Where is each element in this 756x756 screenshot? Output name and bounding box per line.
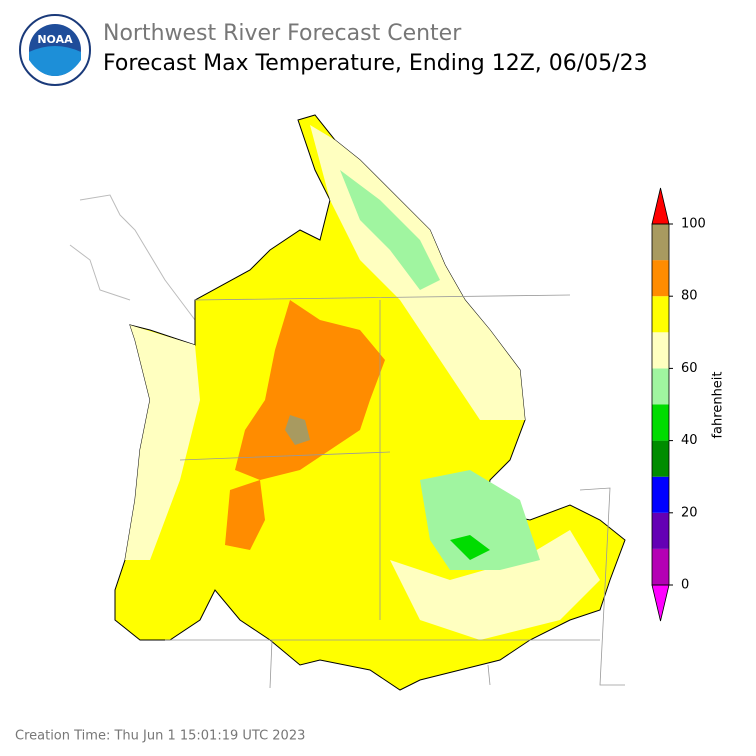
cool-zone bbox=[340, 170, 440, 290]
peak-zone bbox=[450, 535, 490, 560]
state-lines bbox=[165, 294, 625, 689]
colorbar-bin bbox=[652, 224, 669, 261]
colorbar-bin bbox=[652, 548, 669, 585]
colorbar-label: fahrenheit bbox=[711, 371, 726, 438]
colorbar-bin bbox=[652, 332, 669, 369]
coast-zone bbox=[125, 325, 200, 560]
mountain-zone bbox=[420, 470, 540, 570]
map-title: Forecast Max Temperature, Ending 12Z, 06… bbox=[103, 51, 648, 76]
south-zone bbox=[390, 530, 600, 640]
colorbar-bin bbox=[652, 476, 669, 513]
colorbar-tick-label: 20 bbox=[681, 505, 698, 520]
logo-text: NOAA bbox=[37, 33, 73, 46]
colorbar-tick-label: 0 bbox=[681, 578, 689, 593]
logo: NOAA bbox=[19, 14, 91, 86]
colorbar-frame bbox=[651, 223, 670, 586]
colorbar-over bbox=[651, 187, 670, 225]
colorbar-bin bbox=[652, 512, 669, 549]
colorbar-bin bbox=[652, 404, 669, 441]
colorbar-tick-label: 100 bbox=[681, 217, 706, 232]
hot-zone-south bbox=[225, 480, 265, 550]
logo-wave bbox=[29, 46, 81, 76]
colorbar-under bbox=[651, 584, 670, 622]
coastline bbox=[69, 194, 196, 321]
hot-zone bbox=[235, 300, 385, 480]
colorbar-bin bbox=[652, 440, 669, 477]
creation-time: Creation Time: Thu Jun 1 15:01:19 UTC 20… bbox=[15, 729, 305, 744]
colorbar: fahrenheit 0 20 40 60 80 100 bbox=[651, 187, 726, 622]
hottest-zone bbox=[285, 415, 310, 445]
colorbar-tick-label: 60 bbox=[681, 361, 698, 376]
colorbar-tick-label: 40 bbox=[681, 433, 698, 448]
colorbar-bin bbox=[652, 260, 669, 297]
org-title: Northwest River Forecast Center bbox=[103, 21, 462, 46]
colorbar-bin bbox=[652, 368, 669, 405]
map bbox=[69, 114, 626, 691]
colorbar-bin bbox=[652, 296, 669, 333]
colorbar-tick-label: 80 bbox=[681, 289, 698, 304]
